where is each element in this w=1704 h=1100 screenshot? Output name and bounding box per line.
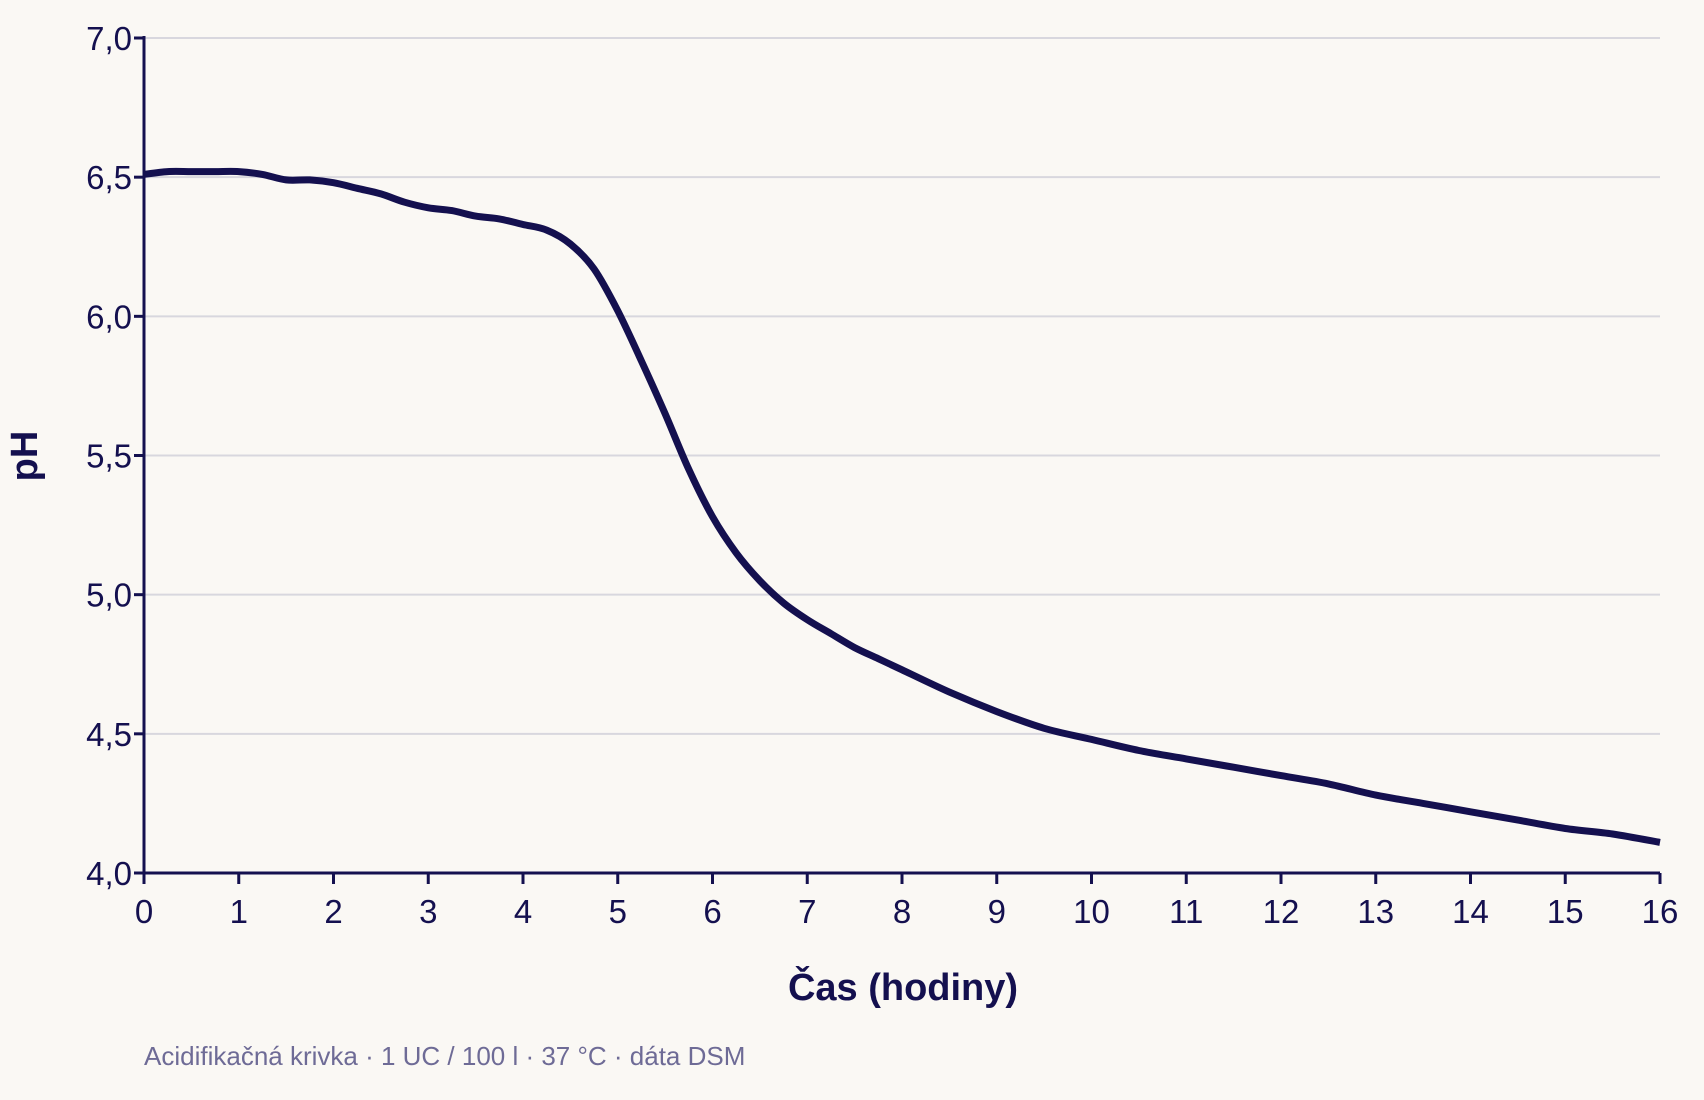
x-tick-label: 11 xyxy=(1169,893,1203,930)
y-tick-label: 5,0 xyxy=(86,577,132,614)
gridlines xyxy=(144,37,1660,735)
x-tick-label: 9 xyxy=(988,893,1006,930)
x-tick-label: 15 xyxy=(1547,893,1584,930)
y-tick-label: 4,5 xyxy=(86,716,132,753)
x-tick-label: 3 xyxy=(419,893,437,930)
y-tick-label: 6,0 xyxy=(86,298,132,335)
x-tick-label: 4 xyxy=(514,893,532,930)
chart-caption: Acidifikačná krivka · 1 UC / 100 l · 37 … xyxy=(144,1041,746,1071)
x-tick-label: 7 xyxy=(798,893,816,930)
x-tick-label: 10 xyxy=(1073,893,1110,930)
x-tick-label: 8 xyxy=(893,893,911,930)
x-tick-label: 12 xyxy=(1263,893,1300,930)
x-tick-label: 16 xyxy=(1642,893,1679,930)
x-tick-label: 0 xyxy=(135,893,153,930)
x-tick-label: 1 xyxy=(230,893,248,930)
y-axis-title: pH xyxy=(4,431,46,482)
x-tick-label: 13 xyxy=(1357,893,1394,930)
tick-labels: 4,04,55,05,56,06,57,00 1 2 3 4 5 6 7 8 9 10 11 12 13 1… xyxy=(86,20,1678,930)
y-tick-label: 6,5 xyxy=(86,159,132,196)
x-tick-label: 2 xyxy=(324,893,342,930)
x-tick-label: 6 xyxy=(703,893,721,930)
x-axis-title: Čas (hodiny) xyxy=(788,964,1018,1009)
y-tick-label: 4,0 xyxy=(86,855,132,892)
x-tick-label: 5 xyxy=(609,893,627,930)
x-tick-label: 14 xyxy=(1452,893,1489,930)
axes xyxy=(134,36,1662,884)
y-tick-label: 7,0 xyxy=(86,20,132,57)
series xyxy=(143,167,1661,846)
ph-series-line xyxy=(143,167,1661,846)
y-tick-label: 5,5 xyxy=(86,438,132,475)
